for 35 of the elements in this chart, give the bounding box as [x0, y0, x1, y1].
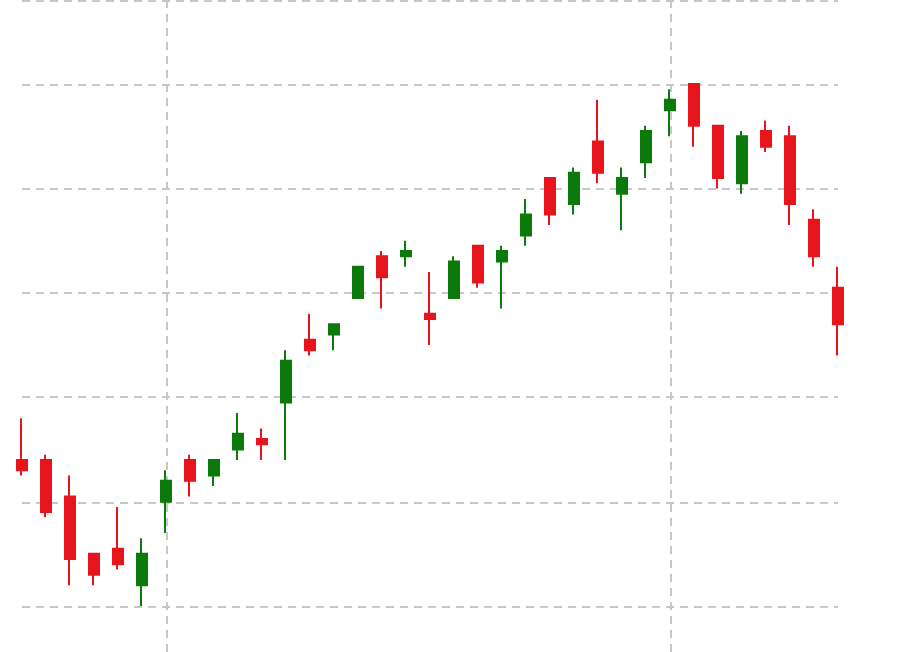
candlestick	[616, 166, 628, 232]
candlestick	[832, 265, 844, 357]
candlestick	[760, 119, 772, 153]
candlestick	[592, 98, 604, 185]
candlestick	[184, 453, 196, 498]
candlestick	[352, 265, 364, 300]
candlestick	[112, 505, 124, 571]
candlestick	[688, 83, 700, 148]
candlestick	[88, 552, 100, 587]
candlestick	[472, 244, 484, 289]
candlestick	[784, 124, 796, 226]
candlestick	[520, 197, 532, 247]
candlestick	[136, 537, 148, 608]
candlestick	[280, 349, 292, 461]
candlestick	[736, 130, 748, 195]
candlestick	[712, 124, 724, 190]
candlestick	[232, 411, 244, 461]
candlestick	[400, 239, 412, 268]
candlestick	[376, 250, 388, 310]
candlestick	[640, 124, 652, 180]
candlestick	[328, 323, 340, 352]
candlestick	[424, 270, 436, 347]
candlestick	[256, 427, 268, 461]
candlestick	[16, 417, 28, 477]
candlestick	[40, 453, 52, 519]
candlestick	[304, 312, 316, 357]
candlestick	[208, 458, 220, 487]
candlestick	[808, 208, 820, 268]
candlestick	[160, 469, 172, 534]
candlestick	[544, 177, 556, 226]
candlestick	[568, 166, 580, 216]
candlestick	[64, 474, 76, 587]
candlestick	[664, 88, 676, 138]
candlestick	[496, 244, 508, 310]
candlestick	[448, 255, 460, 300]
